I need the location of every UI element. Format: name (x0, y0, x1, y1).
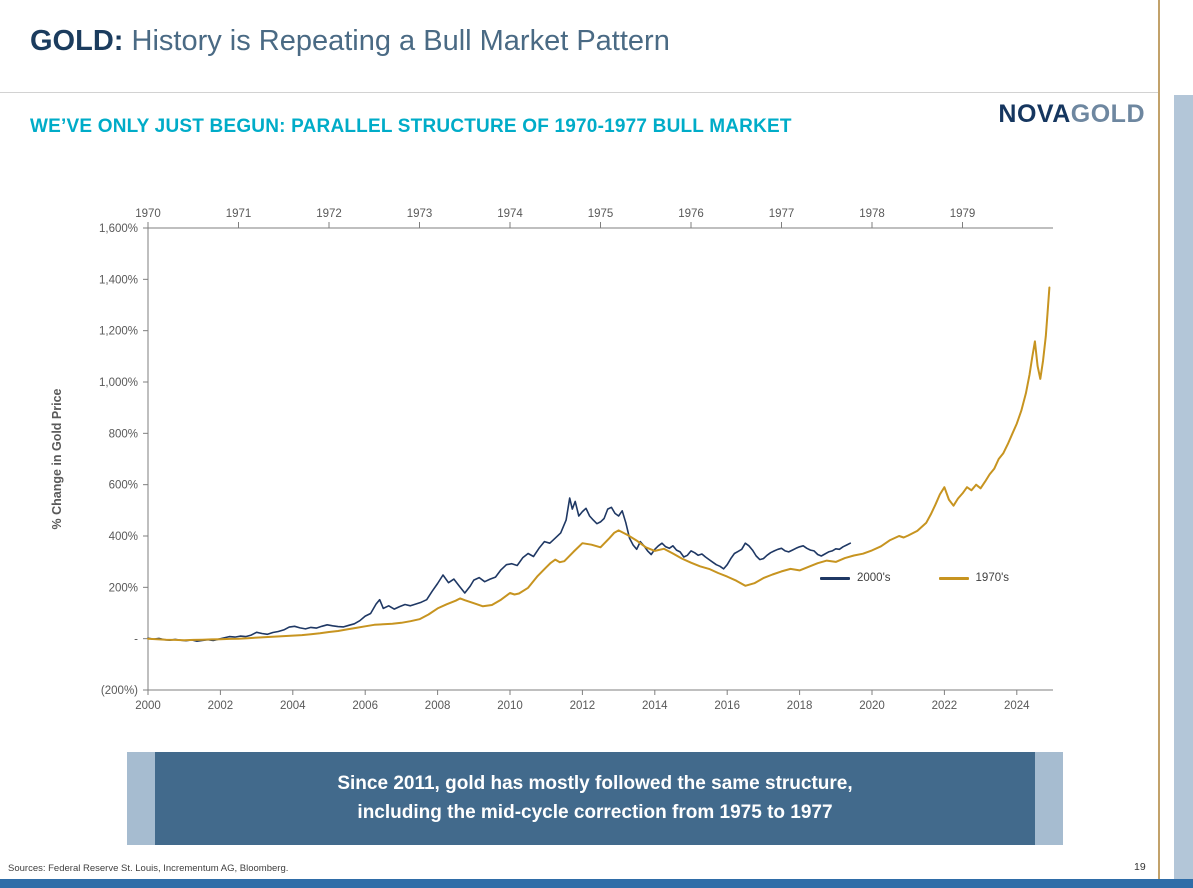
svg-text:800%: 800% (109, 428, 138, 440)
legend-item-2000s: 2000's (820, 572, 891, 584)
callout-line-2: including the mid-cycle correction from … (357, 802, 833, 823)
page-title-text: History is Repeating a Bull Market Patte… (123, 25, 670, 57)
svg-text:1971: 1971 (226, 208, 252, 220)
svg-text:2020: 2020 (859, 700, 885, 712)
legend-item-1970s: 1970's (938, 572, 1010, 584)
chart-legend: 2000's 1970's (820, 572, 1009, 584)
legend-label-2000s: 2000's (857, 572, 891, 584)
svg-text:600%: 600% (109, 480, 138, 492)
svg-text:2018: 2018 (787, 700, 813, 712)
svg-text:1970: 1970 (135, 208, 161, 220)
svg-text:2012: 2012 (570, 700, 596, 712)
page-number: 19 (1134, 861, 1146, 873)
page-title: GOLD: History is Repeating a Bull Market… (30, 24, 670, 59)
svg-text:2006: 2006 (352, 700, 378, 712)
svg-text:1976: 1976 (678, 208, 704, 220)
svg-text:1972: 1972 (316, 208, 342, 220)
svg-text:2004: 2004 (280, 700, 306, 712)
svg-text:400%: 400% (109, 531, 138, 543)
callout-banner-background: Since 2011, gold has mostly followed the… (127, 752, 1063, 845)
svg-text:1,600%: 1,600% (99, 223, 138, 235)
svg-text:1978: 1978 (859, 208, 885, 220)
svg-text:2010: 2010 (497, 700, 523, 712)
svg-text:1979: 1979 (950, 208, 976, 220)
svg-text:(200%): (200%) (101, 685, 138, 697)
svg-text:2002: 2002 (208, 700, 234, 712)
svg-text:2016: 2016 (714, 700, 740, 712)
svg-text:2008: 2008 (425, 700, 451, 712)
sources-note: Sources: Federal Reserve St. Louis, Incr… (8, 863, 289, 874)
svg-text:2022: 2022 (932, 700, 958, 712)
svg-text:1974: 1974 (497, 208, 523, 220)
legend-swatch-2000s (820, 576, 850, 580)
svg-text:1,200%: 1,200% (99, 326, 138, 338)
gold-parallel-chart-canvas: 1,600% 1,400% 1,200% 1,000% 800% 600% 400% 200%… (99, 208, 1053, 712)
svg-text:1977: 1977 (769, 208, 795, 220)
svg-text:2024: 2024 (1004, 700, 1030, 712)
svg-text:2000: 2000 (135, 700, 161, 712)
legend-label-1970s: 1970's (975, 572, 1010, 584)
page-title-emphasis: GOLD: (30, 25, 124, 57)
svg-text:1,000%: 1,000% (99, 377, 138, 389)
callout-line-1: Since 2011, gold has mostly followed the… (337, 773, 853, 795)
logo-part-gold: GOLD (1070, 100, 1145, 128)
svg-text:-: - (134, 634, 138, 646)
svg-text:200%: 200% (109, 582, 138, 594)
novagold-logo: NOVAGOLD (998, 100, 1145, 129)
right-accent-line (1158, 0, 1160, 888)
logo-part-nova: NOVA (998, 100, 1071, 128)
svg-text:1975: 1975 (588, 208, 614, 220)
slide-subtitle: WE’VE ONLY JUST BEGUN: PARALLEL STRUCTUR… (30, 116, 792, 137)
callout-banner: Since 2011, gold has mostly followed the… (155, 752, 1035, 845)
header-divider (0, 92, 1158, 93)
bottom-accent-bar (0, 879, 1193, 888)
svg-text:1973: 1973 (407, 208, 433, 220)
legend-swatch-1970s (938, 576, 969, 580)
right-accent-bar (1174, 95, 1193, 880)
svg-text:2014: 2014 (642, 700, 668, 712)
svg-text:1,400%: 1,400% (99, 274, 138, 286)
